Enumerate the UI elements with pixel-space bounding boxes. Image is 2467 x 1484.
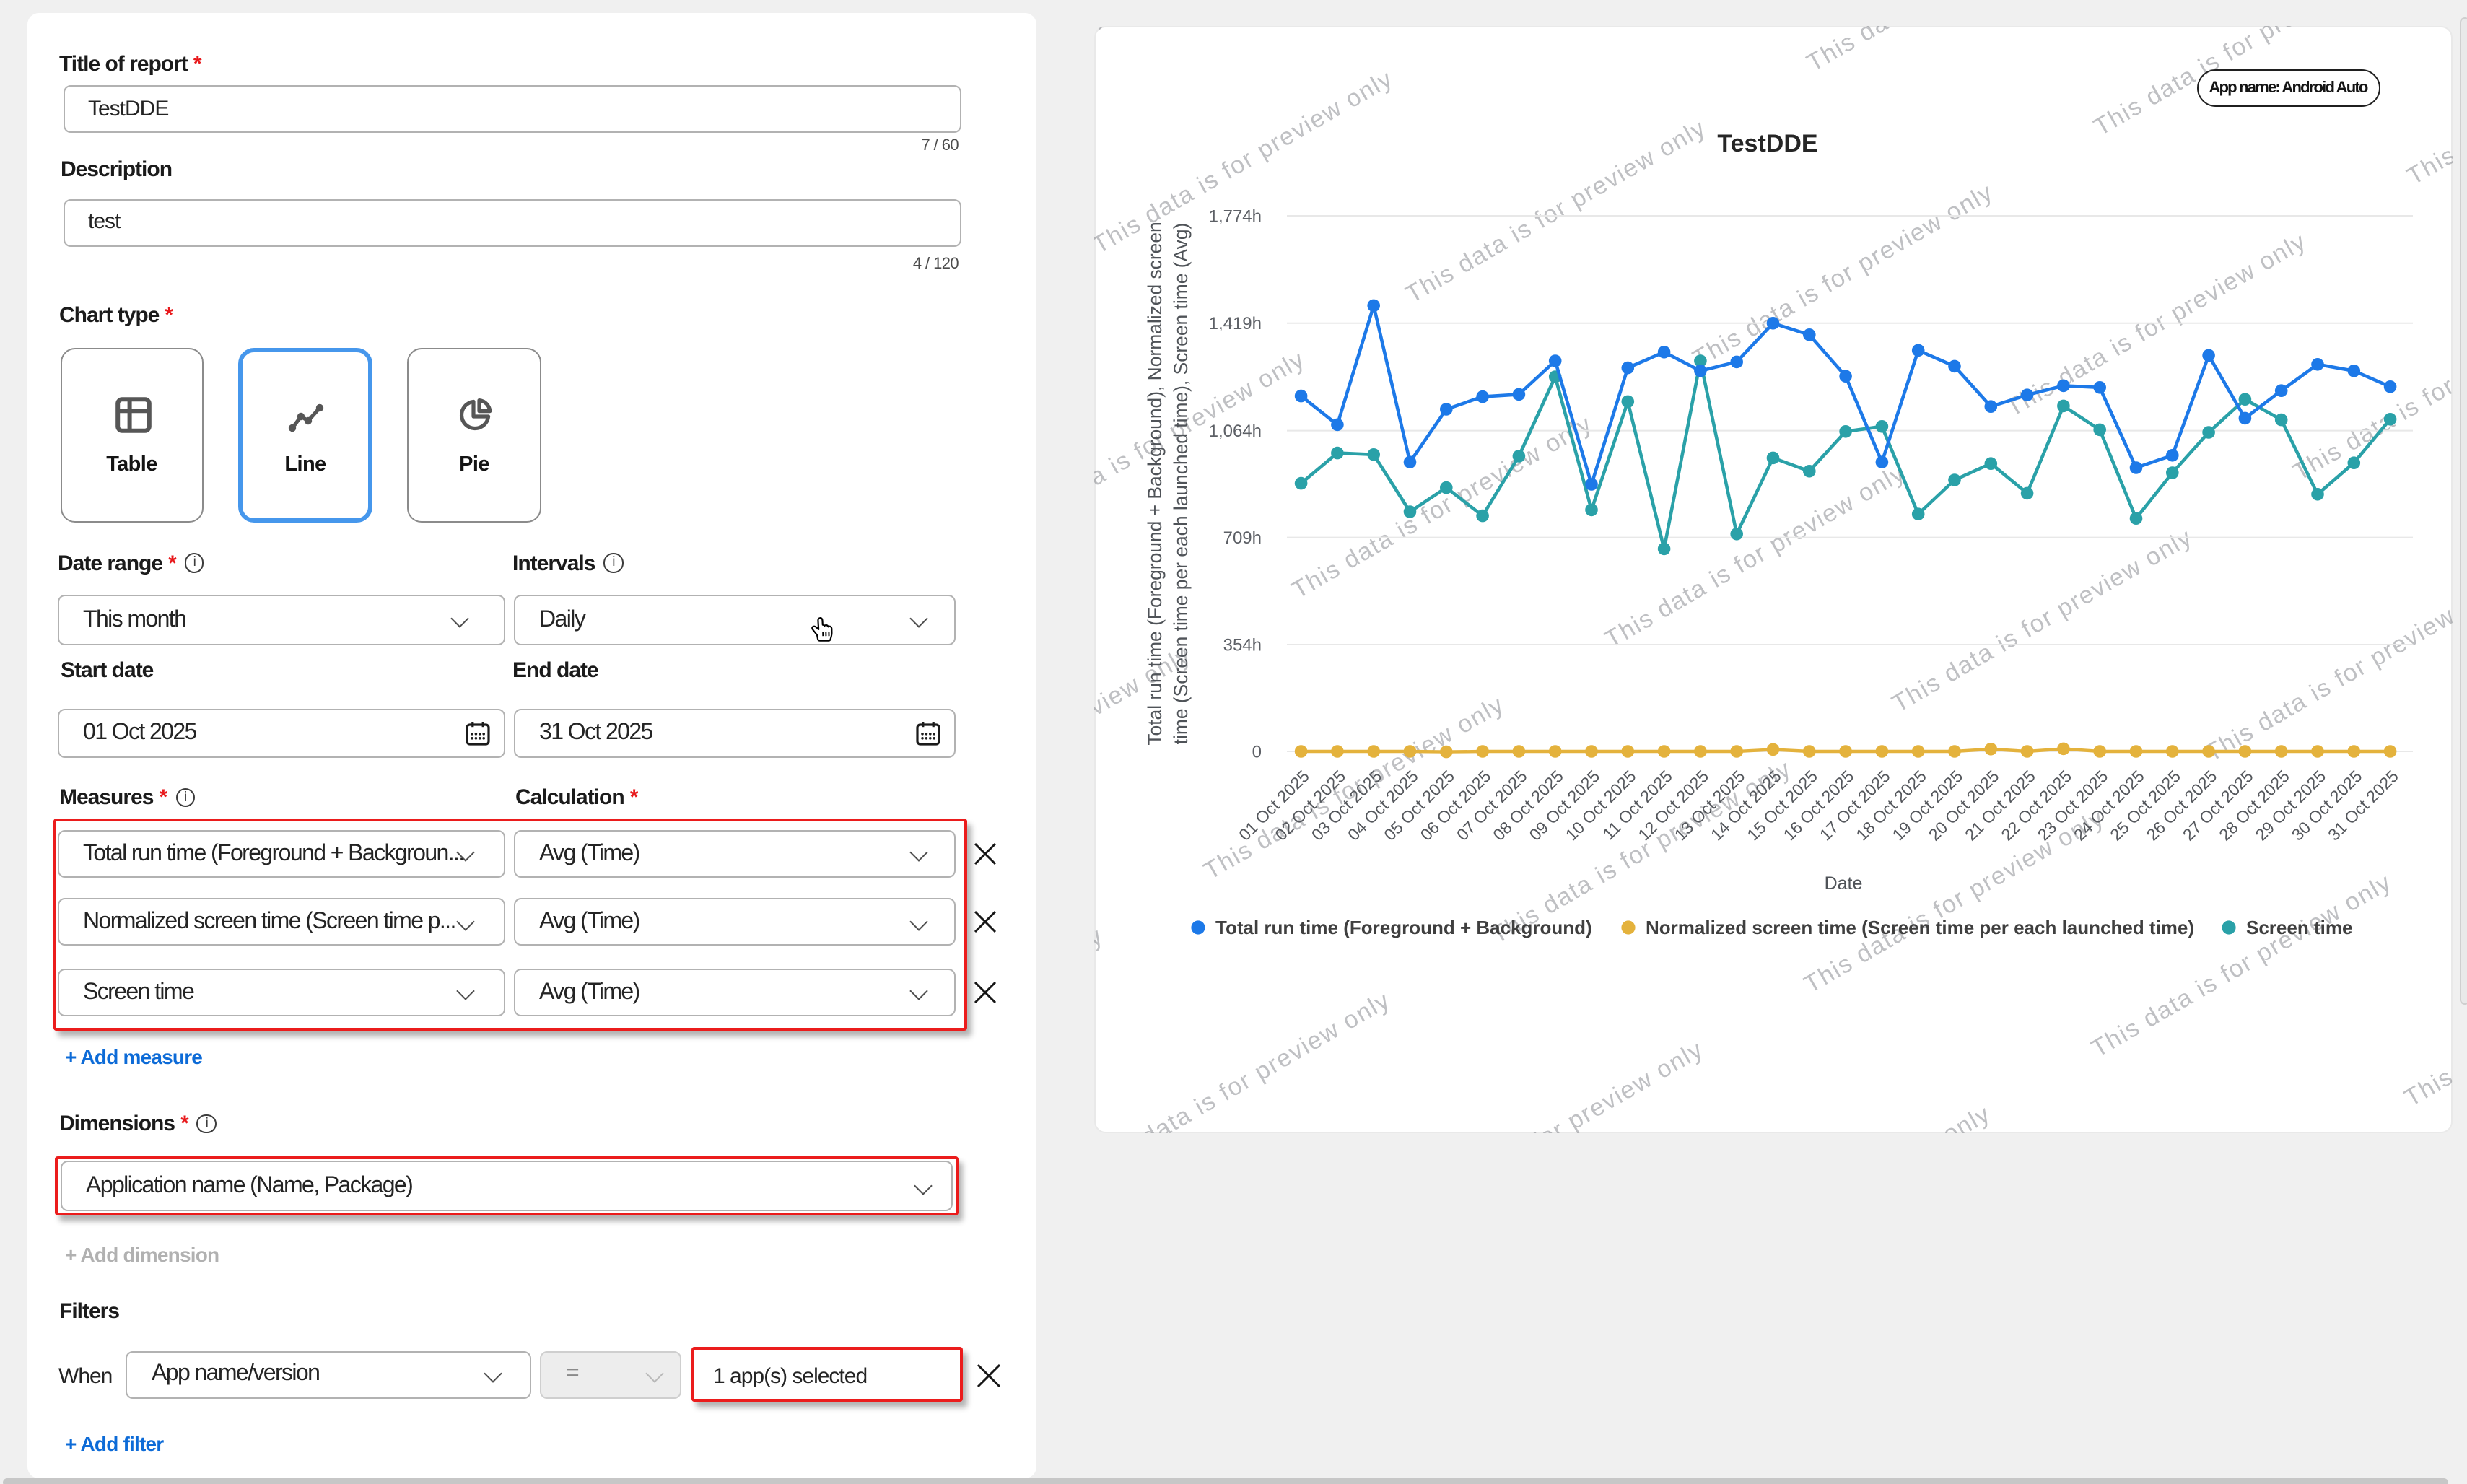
svg-text:1,419h: 1,419h xyxy=(1208,314,1261,333)
svg-text:TestDDE: TestDDE xyxy=(1716,130,1817,157)
svg-text:709h: 709h xyxy=(1223,528,1261,548)
svg-text:Total run time (Foreground + B: Total run time (Foreground + Background) xyxy=(1215,917,1591,938)
svg-text:0: 0 xyxy=(1252,742,1261,761)
svg-text:354h: 354h xyxy=(1223,635,1261,655)
svg-text:Date: Date xyxy=(1824,873,1862,894)
svg-text:Normalized screen time (Screen: Normalized screen time (Screen time per … xyxy=(1645,917,2193,938)
svg-text:Total run time (Foreground + B: Total run time (Foreground + Background)… xyxy=(1143,222,1165,745)
svg-text:1,064h: 1,064h xyxy=(1208,422,1261,441)
svg-text:Screen time: Screen time xyxy=(2245,917,2352,938)
svg-text:time (Screen time per each lau: time (Screen time per each launched time… xyxy=(1169,223,1191,745)
svg-text:1,774h: 1,774h xyxy=(1208,206,1261,226)
